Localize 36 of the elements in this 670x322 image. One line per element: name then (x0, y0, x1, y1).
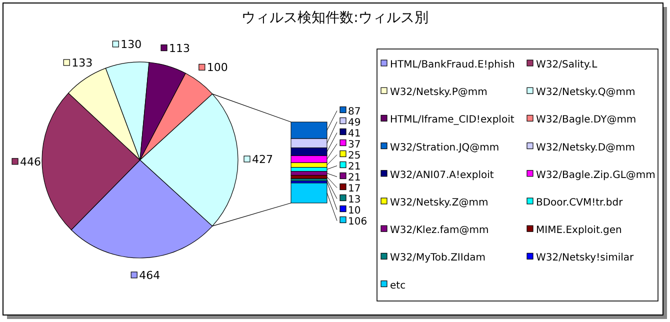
legend-label: W32/MyTob.ZIIdam (390, 252, 486, 264)
legend-label: W32/Netsky.D@mm (536, 142, 636, 154)
legend-label: W32/Netsky.Z@mm (390, 198, 488, 208)
legend-label: etc (390, 280, 406, 292)
legend-label: HTML/Iframe_CID!exploit (390, 114, 514, 126)
data-label: 17 (348, 183, 361, 194)
data-label: 87 (348, 106, 361, 118)
legend-label: W32/Netsky.P@mm (390, 87, 488, 98)
data-label: 37 (348, 139, 361, 150)
data-label: 133 (72, 56, 93, 70)
data-label: 21 (348, 161, 361, 172)
legend-label: W32/Bagle.DY@mm (536, 114, 636, 126)
chart-title: ウィルス検知件数:ウィルス別 (242, 10, 428, 26)
legend-label: W32/Klez.fam@mm (390, 225, 489, 236)
legend-label: W32/Netsky.Q@mm (536, 87, 636, 98)
legend-label: W32/Bagle.Zip.GL@mm (536, 170, 656, 181)
data-label: 130 (120, 38, 142, 52)
data-label: 49 (348, 117, 361, 128)
data-label: 41 (348, 128, 361, 140)
data-label: 21 (348, 172, 361, 184)
legend-label: HTML/BankFraud.E!phish (390, 60, 515, 70)
legend-label: W32/Netsky!similar (536, 252, 635, 264)
legend-label: MIME.Exploit.gen (536, 225, 622, 236)
legend-label: BDoor.CVM!tr.bdr (536, 198, 624, 208)
data-label: 106 (348, 216, 368, 228)
data-label: 10 (348, 205, 361, 216)
data-label: 464 (139, 268, 160, 282)
legend-label: W32/Stration.JQ@mm (390, 142, 500, 154)
data-label: 446 (20, 155, 42, 168)
data-label: 427 (252, 153, 273, 166)
data-label: 13 (348, 194, 361, 206)
legend-label: W32/Sality.L (536, 60, 598, 70)
data-label: 100 (206, 61, 228, 74)
data-label: 113 (169, 42, 190, 55)
legend-label: W32/ANI07.A!exploit (390, 170, 494, 181)
data-label: 25 (348, 150, 361, 162)
